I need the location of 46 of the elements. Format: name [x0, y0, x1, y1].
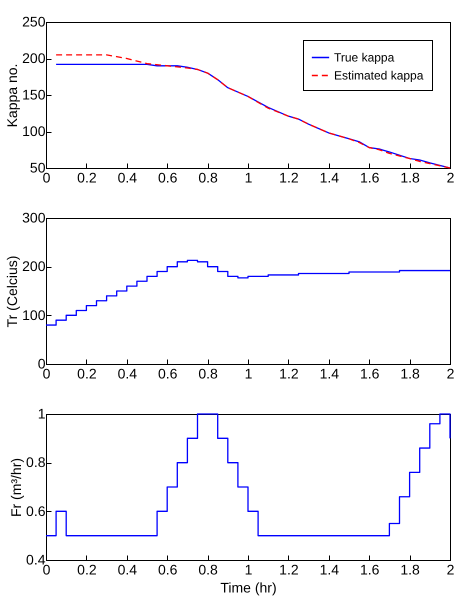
- x-tick-label: 0.2: [77, 562, 97, 578]
- x-tick-label: 0.2: [77, 170, 97, 186]
- x-tick-label: 0.6: [158, 562, 178, 578]
- x-tick-label: 0.4: [118, 562, 138, 578]
- x-tick-label: 1.2: [279, 170, 299, 186]
- x-tick-label: 1.8: [400, 170, 420, 186]
- x-tick-label: 1.6: [360, 170, 380, 186]
- x-tick-label: 1.4: [320, 366, 340, 382]
- x-tick-label: 0.8: [198, 562, 218, 578]
- x-tick-label: 1.8: [400, 366, 420, 382]
- y-tick-label: 100: [22, 306, 46, 323]
- y-axis-title: Kappa no.: [4, 64, 20, 128]
- y-tick-label: 100: [22, 123, 46, 139]
- x-tick-label: 2: [446, 170, 455, 186]
- x-tick-label: 0.4: [118, 366, 138, 382]
- y-tick-label: 200: [22, 258, 46, 274]
- y-axis-title: Tr (Celcius): [4, 256, 20, 328]
- x-tick-label: 0.8: [198, 366, 218, 382]
- y-axis-title: Fr (m³/hr): [8, 458, 24, 518]
- x-tick-label: 0.4: [118, 170, 138, 186]
- x-tick-label: 0.6: [158, 170, 178, 186]
- x-tick-label: 1.6: [360, 366, 380, 382]
- y-tick-label: 0.8: [26, 454, 46, 470]
- x-tick-label: 1.8: [400, 562, 420, 578]
- x-tick-label: 1: [244, 170, 253, 186]
- x-tick-label: 0.8: [198, 170, 218, 186]
- legend-label: Estimated kappa: [334, 68, 424, 82]
- x-tick-label: 1.2: [279, 562, 299, 578]
- y-tick-label: 0.6: [26, 502, 46, 519]
- legend-label: True kappa: [334, 50, 395, 64]
- x-axis-title: Time (hr): [220, 580, 277, 596]
- x-tick-label: 1: [244, 366, 253, 382]
- x-tick-label: 1.2: [279, 366, 299, 382]
- y-tick-label: 1: [38, 406, 46, 422]
- y-tick-label: 150: [22, 86, 46, 102]
- x-tick-label: 2: [446, 562, 455, 578]
- y-tick-label: 200: [22, 50, 46, 66]
- y-tick-label: 250: [22, 14, 46, 30]
- x-tick-label: 1.4: [320, 170, 340, 186]
- x-tick-label: 0.6: [158, 366, 178, 382]
- y-tick-label: 300: [22, 210, 46, 226]
- x-tick-label: 2: [446, 366, 455, 382]
- x-tick-label: 0.2: [77, 366, 97, 382]
- x-tick-label: 1: [244, 562, 253, 578]
- x-tick-label: 1.6: [360, 562, 380, 578]
- x-tick-label: 1.4: [320, 562, 340, 578]
